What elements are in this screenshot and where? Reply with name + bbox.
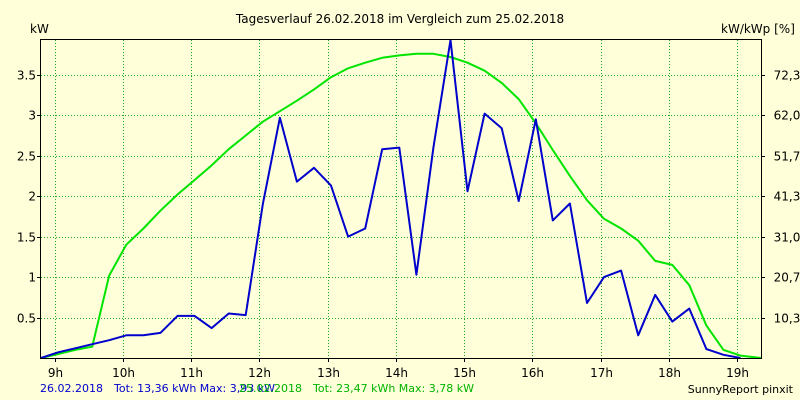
x-tick-label: 12h (248, 366, 271, 380)
chart-title: Tagesverlauf 26.02.2018 im Vergleich zum… (235, 12, 564, 26)
y2-tick-label: 72,3 (774, 69, 800, 83)
y-tick-label: 1 (28, 271, 36, 285)
y-tick-label: 0.5 (17, 312, 36, 326)
y-axis-right-label: kW/kWp [%] (721, 22, 795, 36)
x-tick-label: 14h (385, 366, 408, 380)
series-layer (40, 39, 762, 359)
y2-tick-label: 20,7 (774, 271, 800, 285)
x-tick-label: 11h (180, 366, 203, 380)
x-tick-label: 13h (317, 366, 340, 380)
y2-tick-label: 41,3 (774, 190, 800, 204)
y-tick-label: 3.5 (17, 69, 36, 83)
y-axis-left-label: kW (30, 22, 49, 36)
footer-left-date: 26.02.2018 (40, 382, 103, 395)
footer-right-stats: Tot: 23,47 kWh Max: 3,78 kW (312, 382, 474, 395)
x-tick-label: 10h (112, 366, 135, 380)
x-tick-label: 15h (453, 366, 476, 380)
series-line-26-02-2018 (40, 39, 741, 359)
y2-tick-label: 31,0 (774, 231, 800, 245)
plot-frame (40, 39, 762, 359)
footer-right-date: 25.02.2018 (239, 382, 302, 395)
x-tick-label: 9h (48, 366, 63, 380)
grid-layer (41, 40, 761, 358)
y2-tick-label: 10,3 (774, 312, 800, 326)
tick-layer: 9h 10h 11h 12h 13h 14h 15h 16h 17h 18h 19h 0.5 10,3 1… (17, 69, 800, 381)
y-tick-label: 2.5 (17, 150, 36, 164)
x-tick-label: 19h (726, 366, 749, 380)
x-tick-label: 16h (521, 366, 544, 380)
y2-tick-label: 51,7 (774, 150, 800, 164)
series-line-25-02-2018 (40, 52, 762, 359)
footer-left-stats: Tot: 13,36 kWh Max: 3,93 kW (113, 382, 275, 395)
footer-brand: SunnyReport pinxit (688, 383, 794, 396)
y-tick-label: 1.5 (17, 231, 36, 245)
y2-tick-label: 62,0 (774, 109, 800, 123)
y-tick-label: 2 (28, 190, 36, 204)
x-tick-label: 17h (590, 366, 613, 380)
x-tick-label: 18h (658, 366, 681, 380)
y-tick-label: 3 (28, 109, 36, 123)
